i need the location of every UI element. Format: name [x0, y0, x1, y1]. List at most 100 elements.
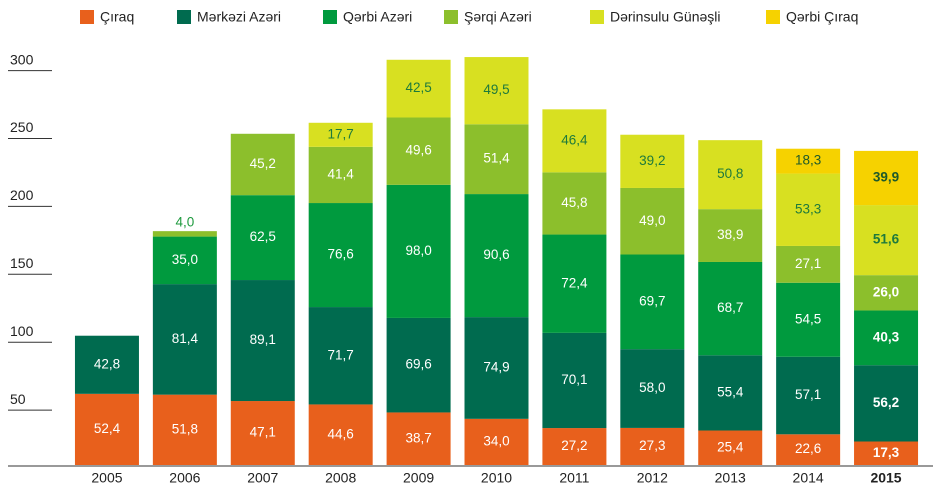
bar-segment [620, 254, 685, 350]
y-tick-label: 100 [10, 323, 34, 339]
bar-segment [542, 332, 607, 429]
legend-label: Mərkəzi Azəri [197, 9, 281, 25]
bar-segment [464, 317, 529, 419]
value-label: 52,4 [94, 421, 121, 436]
value-label: 42,5 [405, 80, 431, 95]
value-label: 27,2 [561, 438, 587, 453]
x-tick-label: 2011 [559, 470, 589, 486]
bar-segment [776, 356, 841, 435]
legend-label: Qərbi Çıraq [786, 9, 858, 25]
value-label: 39,9 [873, 170, 899, 185]
value-label: 71,7 [328, 347, 354, 362]
bar-segment [854, 365, 919, 442]
value-label: 4,0 [175, 215, 194, 230]
y-tick-label: 300 [10, 51, 34, 67]
value-label: 58,0 [639, 380, 665, 395]
legend-label: Dərinsulu Günəşli [610, 9, 721, 25]
bar-segment [152, 231, 217, 237]
value-label: 57,1 [795, 387, 821, 402]
legend-swatch [80, 10, 94, 24]
bar-segment [230, 195, 295, 281]
y-tick-label: 200 [10, 187, 34, 203]
legend-swatch [323, 10, 337, 24]
bar-segment [854, 275, 919, 311]
value-label: 44,6 [328, 426, 354, 441]
value-label: 89,1 [250, 332, 276, 347]
bar-segment [386, 59, 451, 118]
x-tick-label: 2008 [325, 470, 356, 486]
value-label: 41,4 [328, 166, 355, 181]
bar-segment [620, 427, 685, 465]
bar-segment [308, 203, 373, 308]
bar-segment [776, 434, 841, 465]
value-label: 27,1 [795, 256, 821, 271]
bar-segment [776, 148, 841, 174]
bar-segment [776, 173, 841, 246]
legend-swatch [177, 10, 191, 24]
value-label: 53,3 [795, 201, 821, 216]
value-label: 35,0 [172, 252, 198, 267]
bar-segment [74, 393, 139, 465]
bar-segment [854, 441, 919, 465]
value-label: 22,6 [795, 441, 821, 456]
bar-segment [464, 194, 529, 318]
value-label: 25,4 [717, 439, 744, 454]
x-tick-label: 2005 [91, 470, 122, 486]
value-label: 69,6 [405, 357, 431, 372]
bar-segment [698, 430, 763, 465]
bar-segment [308, 404, 373, 465]
value-label: 98,0 [405, 243, 431, 258]
value-label: 26,0 [873, 284, 899, 299]
x-tick-label: 2014 [793, 470, 824, 486]
bar-segment [386, 412, 451, 465]
x-tick-label: 2015 [870, 470, 901, 486]
bar-segment [542, 234, 607, 333]
value-label: 50,8 [717, 166, 743, 181]
x-tick-label: 2006 [169, 470, 200, 486]
legend-label: Şərqi Azəri [464, 9, 532, 25]
bar-segment [464, 57, 529, 125]
bar-segment [308, 307, 373, 405]
value-label: 18,3 [795, 153, 821, 168]
x-tick-label: 2013 [715, 470, 746, 486]
bar-segment [464, 124, 529, 195]
value-label: 54,5 [795, 311, 821, 326]
value-label: 69,7 [639, 293, 665, 308]
value-label: 38,7 [405, 430, 431, 445]
bar-segment [386, 317, 451, 413]
y-tick-label: 250 [10, 119, 34, 135]
value-label: 46,4 [561, 132, 588, 147]
value-label: 49,6 [405, 143, 431, 158]
value-label: 90,6 [483, 247, 509, 262]
bar-segment [542, 172, 607, 235]
bar-segment [854, 205, 919, 276]
bar-segment [854, 150, 919, 206]
bar-segment [620, 187, 685, 255]
bar-segment [74, 335, 139, 394]
value-label: 42,8 [94, 356, 120, 371]
value-label: 62,5 [250, 229, 276, 244]
bar-segment [386, 117, 451, 185]
y-tick-label: 150 [10, 255, 34, 271]
legend-label: Qərbi Azəri [343, 9, 412, 25]
bar-segment [230, 280, 295, 402]
y-tick-label: 50 [10, 391, 26, 407]
value-label: 55,4 [717, 384, 744, 399]
value-label: 51,8 [172, 421, 198, 436]
bar-segment [776, 282, 841, 357]
value-label: 68,7 [717, 300, 743, 315]
value-label: 39,2 [639, 153, 665, 168]
x-tick-label: 2010 [481, 470, 512, 486]
bar-segment [542, 428, 607, 465]
value-label: 56,2 [873, 395, 899, 410]
value-label: 72,4 [561, 275, 588, 290]
x-tick-label: 2012 [637, 470, 668, 486]
bar-segment [620, 349, 685, 428]
bar-segment [308, 122, 373, 147]
bar-segment [152, 236, 217, 285]
bar-segment [542, 109, 607, 173]
x-tick-label: 2009 [403, 470, 434, 486]
value-label: 45,8 [561, 195, 587, 210]
bar-segment [698, 261, 763, 356]
legend-swatch [444, 10, 458, 24]
